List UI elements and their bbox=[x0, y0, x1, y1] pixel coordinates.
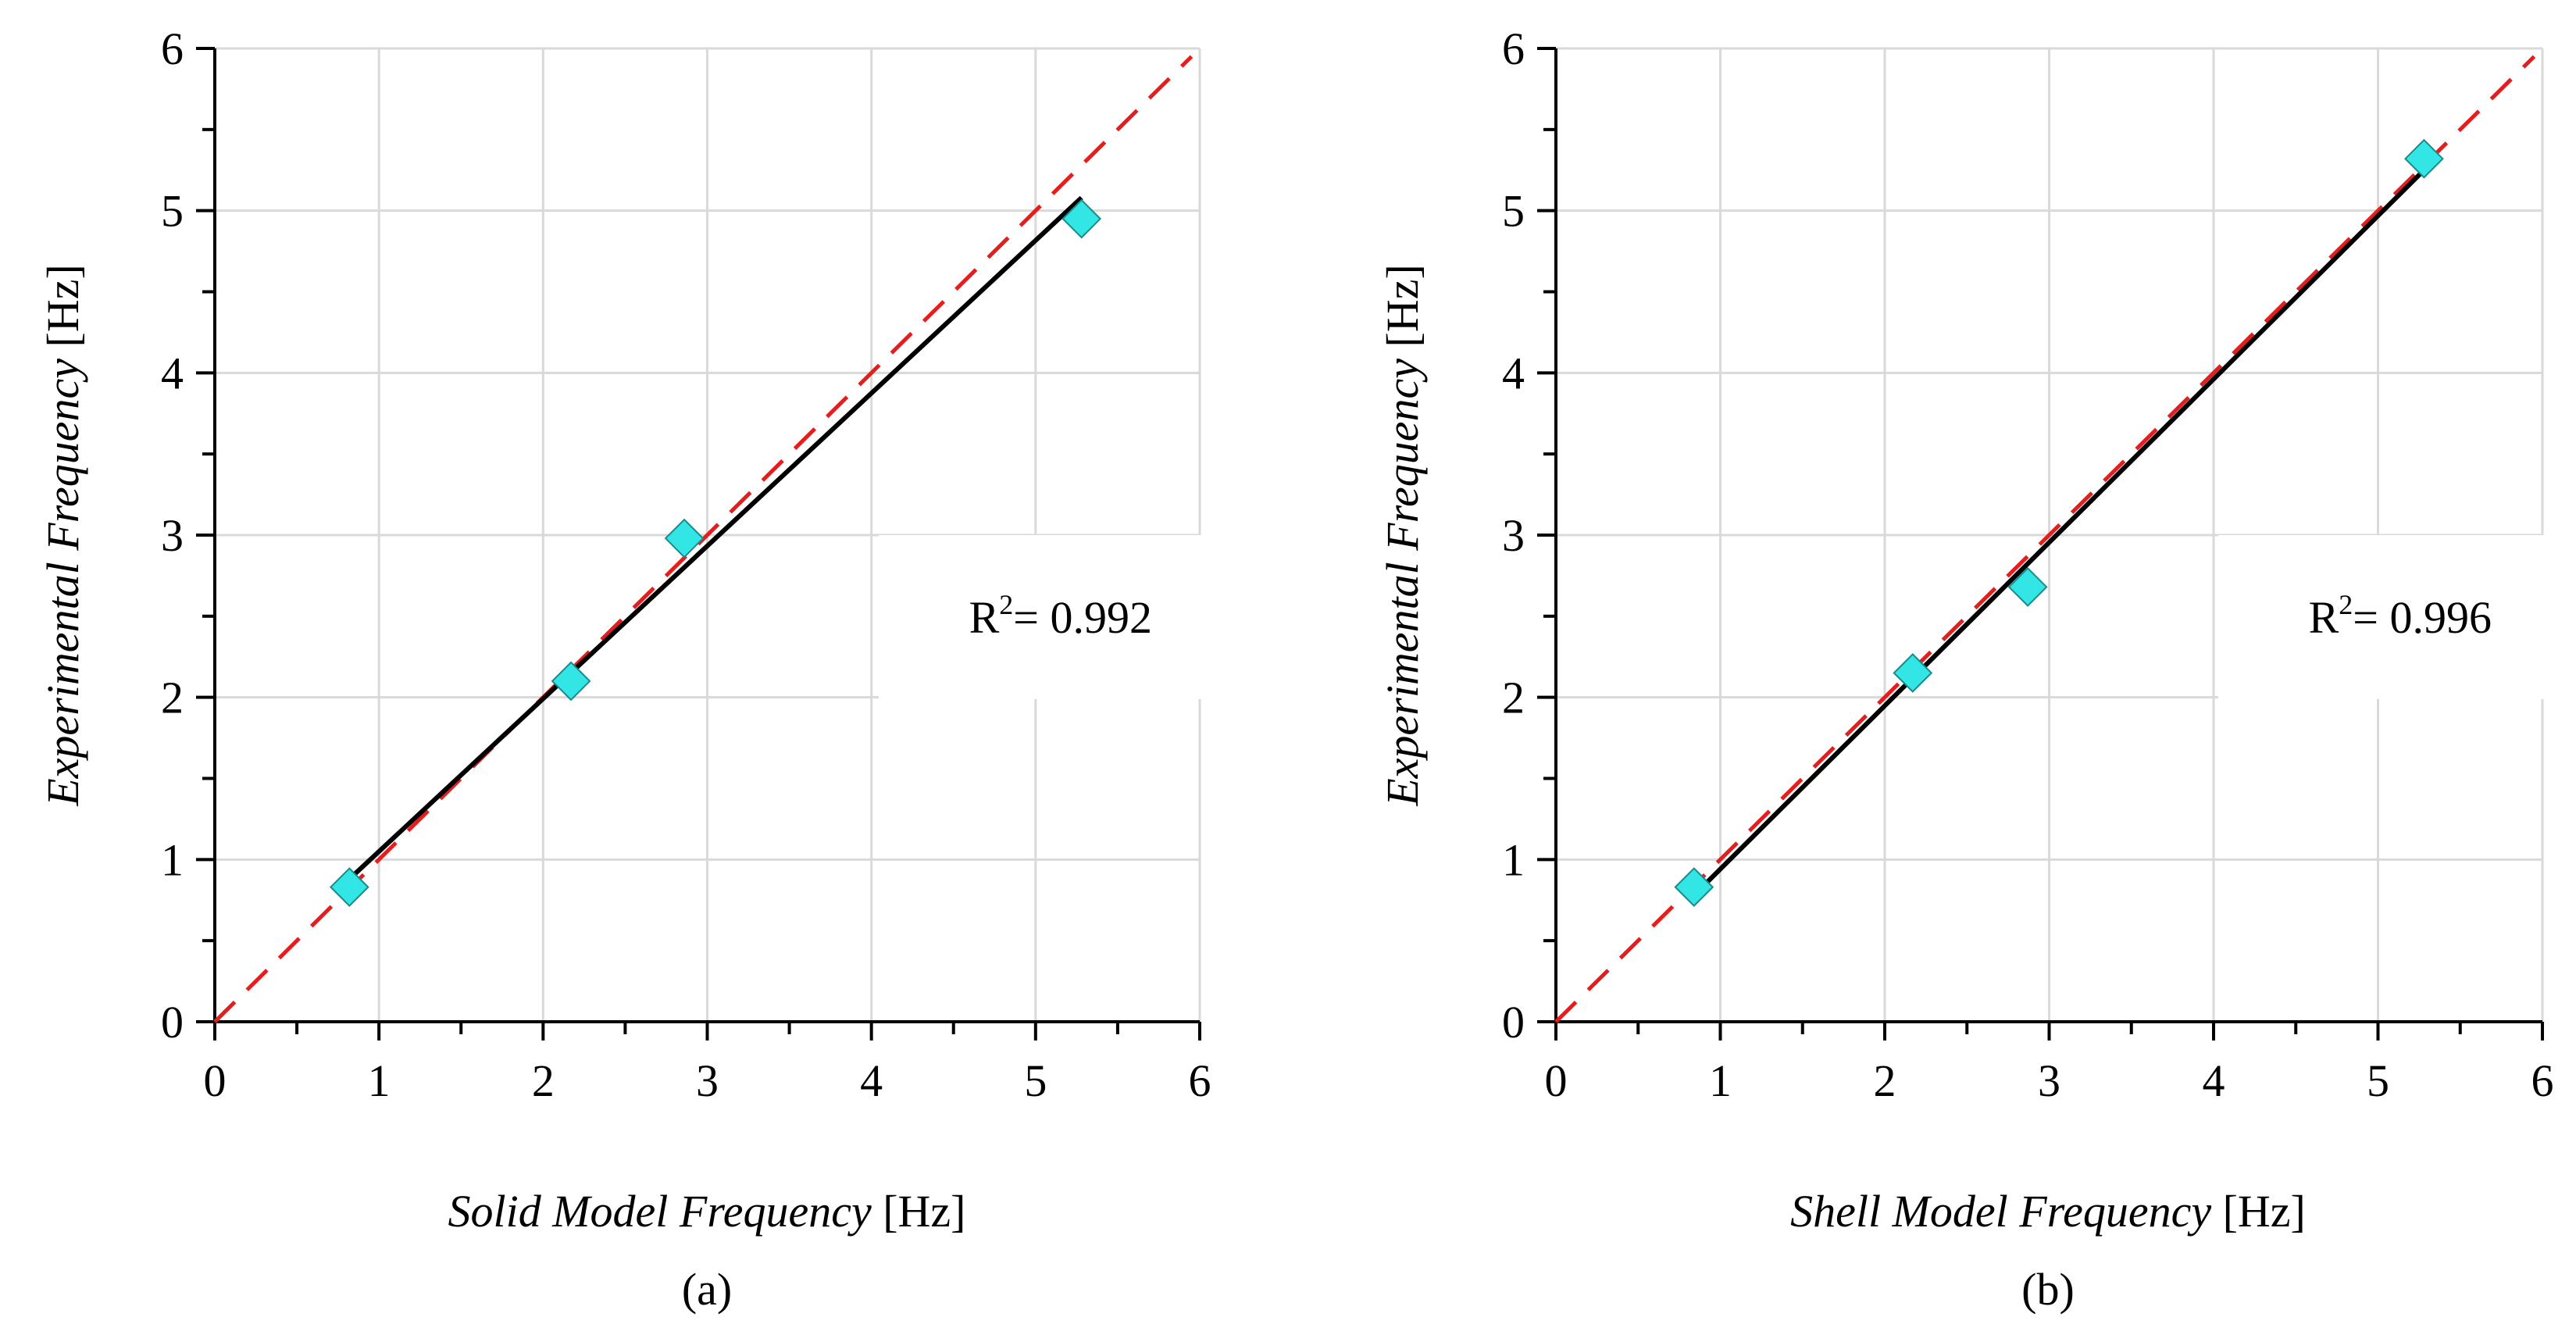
panel-b-data-point bbox=[1893, 653, 1933, 693]
panel-b-x-tick-label: 4 bbox=[2203, 1055, 2225, 1106]
panel-a-data-point bbox=[1061, 198, 1102, 239]
panel-b-caption: (b) bbox=[2021, 1264, 2075, 1315]
panel-a-x-tick-label: 6 bbox=[1189, 1055, 1211, 1106]
panel-a-x-tick-label: 0 bbox=[204, 1055, 227, 1106]
panel-b: 0 1 2 3 4 5 6 0 1 2 3 4 5 6 R2= 0.996 Shell Model Frequ… bbox=[1377, 23, 2554, 1315]
panel-b-x-tick-label: 2 bbox=[1874, 1055, 1896, 1106]
panel-a-data-point bbox=[551, 661, 591, 701]
panel-b-y-tick-label: 1 bbox=[1502, 834, 1525, 885]
panel-a-x-tick-label: 5 bbox=[1024, 1055, 1047, 1106]
panel-a-x-tick-label: 3 bbox=[696, 1055, 719, 1106]
panel-a-x-axis-label: Solid Model Frequency [Hz] bbox=[448, 1186, 966, 1237]
panel-b-y-tick-label: 4 bbox=[1502, 348, 1525, 398]
panel-a-y-tick-label: 3 bbox=[161, 510, 184, 561]
panel-b-x-tick-label: 6 bbox=[2531, 1055, 2554, 1106]
panel-b-reference-line bbox=[1554, 55, 2536, 1023]
panel-a: 0 1 2 3 4 5 6 0 1 2 3 4 5 6 R2= 0.992 Solid Model Frequ… bbox=[37, 23, 1211, 1315]
panel-b-y-tick-label: 0 bbox=[1502, 997, 1525, 1048]
panel-b-r2-box bbox=[2218, 535, 2546, 699]
panel-b-x-tick-label: 0 bbox=[1545, 1055, 1568, 1106]
panel-a-y-tick-label: 4 bbox=[161, 348, 184, 398]
panel-a-data-point bbox=[664, 518, 705, 559]
panel-b-x-tick-label: 1 bbox=[1709, 1055, 1732, 1106]
panel-b-y-tick-label: 5 bbox=[1502, 186, 1525, 237]
panel-b-y-axis-label: Experimental Frequency [Hz] bbox=[1377, 264, 1428, 807]
panel-a-data-point bbox=[329, 867, 369, 908]
panel-a-x-tick-label: 2 bbox=[532, 1055, 555, 1106]
panel-b-data-point bbox=[2404, 138, 2444, 179]
panel-a-caption: (a) bbox=[682, 1264, 732, 1315]
panel-b-r2-label: R2= 0.996 bbox=[2309, 589, 2492, 643]
panel-a-y-tick-label: 2 bbox=[161, 673, 184, 723]
panel-b-y-tick-label: 3 bbox=[1502, 510, 1525, 561]
panel-a-fit-line bbox=[348, 195, 1083, 881]
panel-a-x-tick-label: 1 bbox=[368, 1055, 391, 1106]
panel-b-y-tick-label: 6 bbox=[1502, 23, 1525, 74]
panel-a-r2-box bbox=[879, 535, 1207, 699]
panel-a-r2-label: R2= 0.992 bbox=[969, 589, 1152, 643]
panel-b-x-axis-label: Shell Model Frequency [Hz] bbox=[1790, 1186, 2306, 1237]
panel-a-y-axis-label: Experimental Frequency [Hz] bbox=[37, 264, 88, 807]
panel-a-x-tick-label: 4 bbox=[860, 1055, 883, 1106]
panel-a-y-tick-label: 6 bbox=[161, 23, 184, 74]
panel-b-fit-line bbox=[1692, 168, 2426, 898]
panel-a-y-tick-label: 1 bbox=[161, 834, 184, 885]
panel-a-y-tick-label: 5 bbox=[161, 186, 184, 237]
panel-b-x-tick-label: 5 bbox=[2367, 1055, 2389, 1106]
panel-b-data-point bbox=[2007, 567, 2048, 607]
panel-b-data-point bbox=[1674, 867, 1714, 908]
panel-a-y-tick-label: 0 bbox=[161, 997, 184, 1048]
panel-b-x-tick-label: 3 bbox=[2038, 1055, 2060, 1106]
panel-b-y-tick-label: 2 bbox=[1502, 673, 1525, 723]
